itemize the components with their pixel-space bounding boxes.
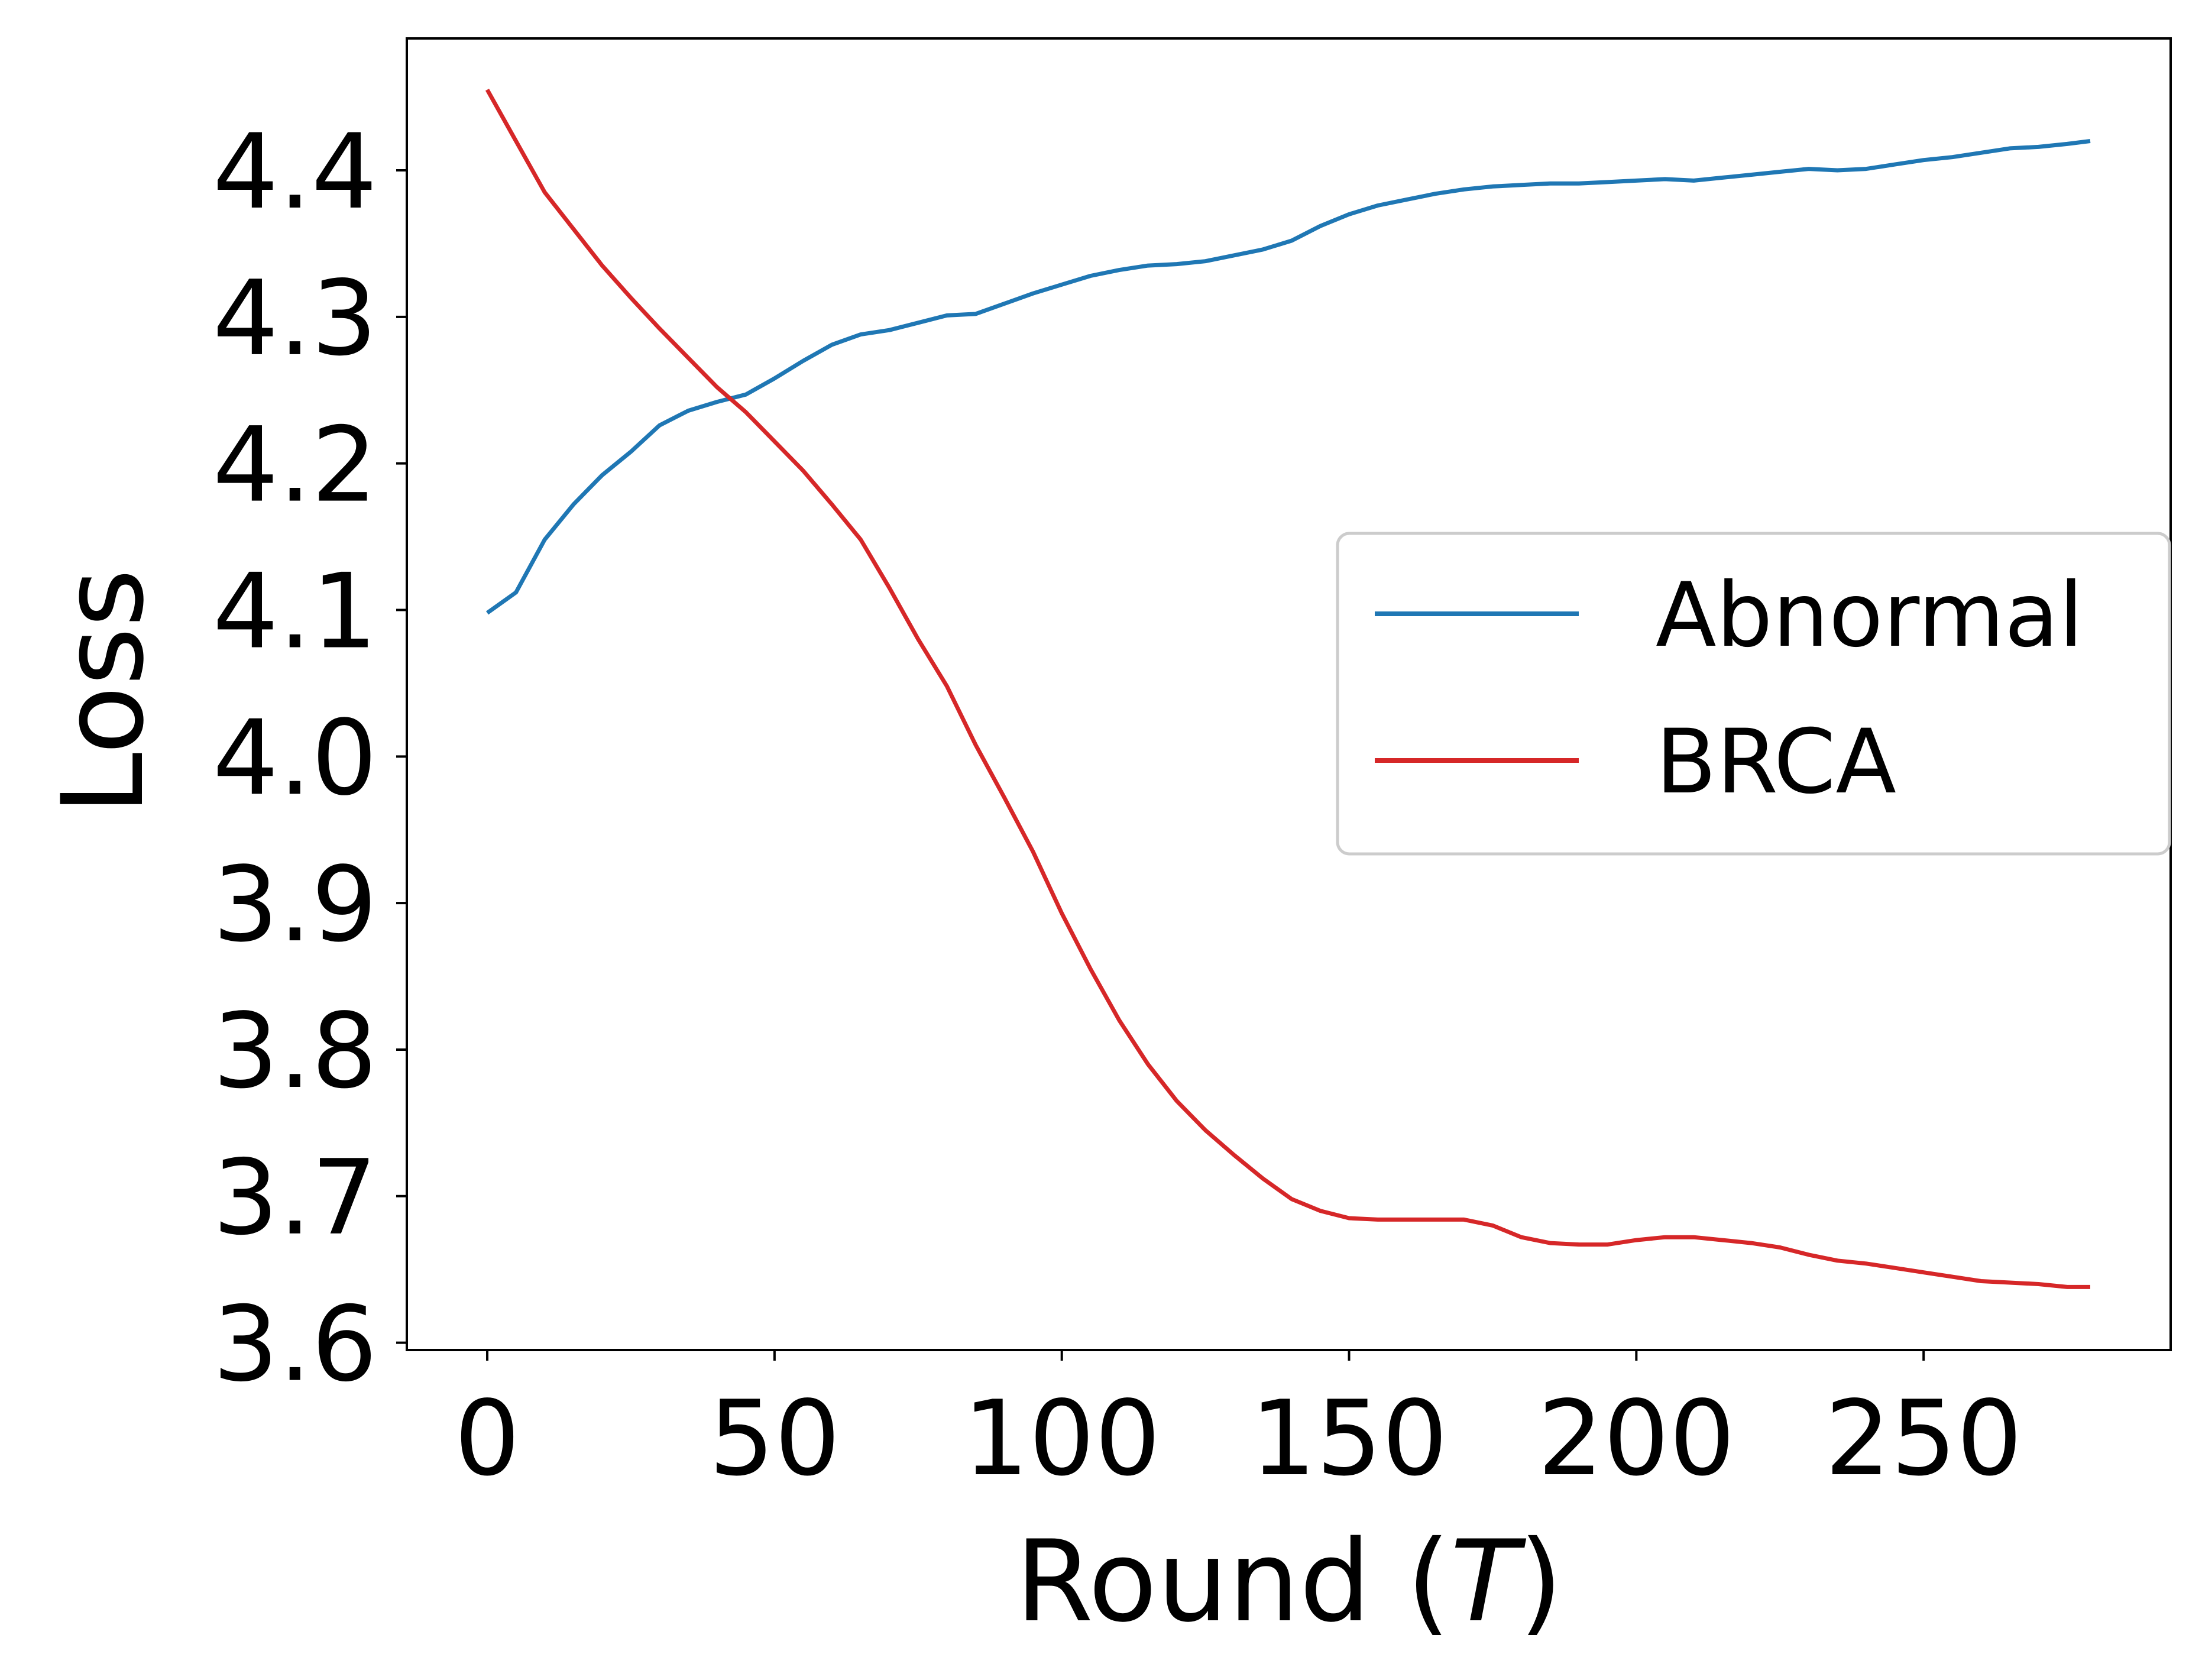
series-line-abnormal [485,139,2091,615]
y-tick-label: 4.3 [213,259,377,379]
y-tick-label: 3.8 [213,992,377,1112]
x-axis-ticks: 0 50 100 150 200 250 [454,1350,2022,1499]
legend-label-brca: BRCA [1656,711,1896,814]
y-tick-label: 3.9 [213,845,377,965]
y-axis-label: Loss [38,569,169,815]
y-tick-label: 4.1 [213,552,377,672]
x-axis-label: Round (T) [1015,1516,1563,1647]
y-tick-label: 4.0 [213,698,377,818]
x-tick-label: 100 [963,1379,1161,1499]
y-tick-label: 3.7 [213,1138,377,1258]
x-tick-label: 250 [1825,1379,2022,1499]
legend-label-abnormal: Abnormal [1656,564,2083,667]
series-line-brca [485,88,2090,1289]
series-layer [485,88,2091,1289]
y-axis-ticks: 3.6 3.7 3.8 3.9 4.0 4.1 4.2 4.3 4.4 [213,112,407,1405]
x-tick-label: 50 [709,1379,841,1499]
legend: Abnormal BRCA [1336,532,2171,856]
y-tick-label: 4.2 [213,406,377,526]
x-tick-label: 200 [1537,1379,1735,1499]
x-tick-label: 150 [1251,1379,1448,1499]
y-tick-label: 3.6 [213,1285,377,1405]
x-tick-label: 0 [454,1379,520,1499]
y-tick-label: 4.4 [213,112,377,232]
